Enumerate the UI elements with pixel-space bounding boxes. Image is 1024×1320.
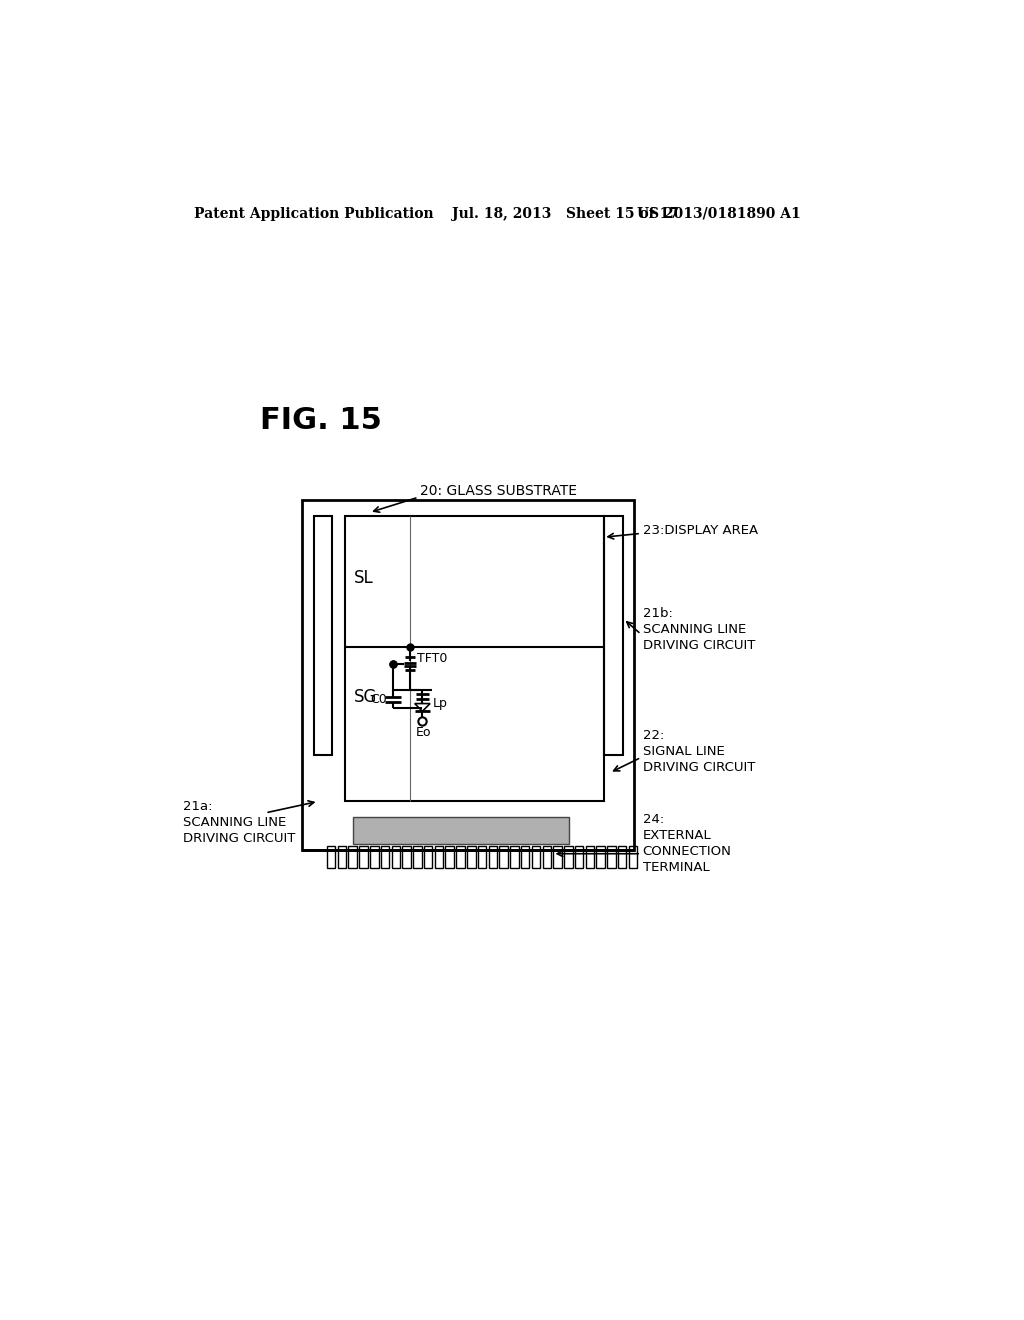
Bar <box>353 817 568 843</box>
Text: 24:
EXTERNAL
CONNECTION
TERMINAL: 24: EXTERNAL CONNECTION TERMINAL <box>643 813 731 874</box>
Bar <box>574 846 584 867</box>
Bar <box>553 846 562 867</box>
Bar <box>521 846 529 867</box>
Bar <box>586 846 594 867</box>
Bar <box>457 846 465 867</box>
Bar <box>607 846 615 867</box>
Text: FIG. 15: FIG. 15 <box>260 405 382 434</box>
Text: 22:
SIGNAL LINE
DRIVING CIRCUIT: 22: SIGNAL LINE DRIVING CIRCUIT <box>643 729 755 774</box>
Text: 23:DISPLAY AREA: 23:DISPLAY AREA <box>643 524 758 537</box>
Text: Eo: Eo <box>416 726 432 739</box>
Bar <box>348 846 357 867</box>
Text: Lp: Lp <box>433 697 449 710</box>
Bar <box>345 516 604 801</box>
Bar <box>338 846 346 867</box>
Bar <box>435 846 443 867</box>
Bar <box>604 516 623 755</box>
Text: SG: SG <box>354 689 377 706</box>
Bar <box>381 846 389 867</box>
Bar <box>629 846 637 867</box>
Bar <box>327 846 336 867</box>
Bar <box>402 846 411 867</box>
Bar <box>564 846 572 867</box>
Text: 21b:
SCANNING LINE
DRIVING CIRCUIT: 21b: SCANNING LINE DRIVING CIRCUIT <box>643 607 755 652</box>
Text: 21a:
SCANNING LINE
DRIVING CIRCUIT: 21a: SCANNING LINE DRIVING CIRCUIT <box>183 800 295 845</box>
Text: Patent Application Publication: Patent Application Publication <box>195 207 434 220</box>
Bar <box>424 846 432 867</box>
Text: 20: GLASS SUBSTRATE: 20: GLASS SUBSTRATE <box>420 484 578 498</box>
Bar <box>301 499 634 850</box>
Bar <box>370 846 379 867</box>
Bar <box>391 846 400 867</box>
Bar <box>467 846 475 867</box>
Bar <box>478 846 486 867</box>
Bar <box>413 846 422 867</box>
Text: TFT0: TFT0 <box>417 652 447 665</box>
Text: US 2013/0181890 A1: US 2013/0181890 A1 <box>637 207 801 220</box>
Bar <box>543 846 551 867</box>
Text: Jul. 18, 2013   Sheet 15 of 17: Jul. 18, 2013 Sheet 15 of 17 <box>453 207 679 220</box>
Bar <box>313 516 333 755</box>
Bar <box>531 846 541 867</box>
Text: C0: C0 <box>370 693 387 706</box>
Bar <box>617 846 627 867</box>
Bar <box>596 846 605 867</box>
Bar <box>510 846 518 867</box>
Bar <box>488 846 497 867</box>
Text: SL: SL <box>354 569 374 587</box>
Bar <box>445 846 454 867</box>
Bar <box>500 846 508 867</box>
Bar <box>359 846 368 867</box>
